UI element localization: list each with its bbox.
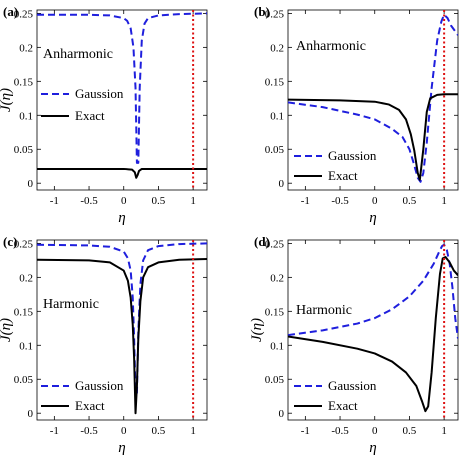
panel-label: (a) [3, 4, 18, 19]
x-tick-label: -0.5 [80, 425, 98, 437]
x-axis-label: η [118, 210, 125, 226]
x-tick-label: 0.5 [152, 195, 166, 207]
series-line-gaussion [37, 242, 207, 394]
x-tick-label: 0 [372, 195, 378, 207]
x-tick-label: 0 [372, 425, 378, 437]
x-tick-label: -0.5 [331, 425, 349, 437]
plot-area [37, 240, 207, 420]
y-tick-label: 0.15 [14, 76, 34, 88]
x-tick-label: 1 [441, 195, 447, 207]
ticks: -1 -0.5 0 0.5 1 0 0.05 0.1 0.15 0.2 0.25 [265, 238, 458, 437]
legend: Gaussion Exact [41, 378, 124, 413]
y-tick-label: 0.15 [14, 306, 34, 318]
panel-annotation: Harmonic [43, 297, 99, 312]
legend-label-exact: Exact [328, 398, 358, 413]
plot-area [288, 240, 458, 420]
y-tick-label: 0.05 [265, 144, 285, 156]
panel-label: (c) [3, 234, 17, 249]
y-tick-label: 0 [279, 408, 285, 420]
legend-label-gaussion: Gaussion [328, 378, 377, 393]
legend: Gaussion Exact [294, 148, 377, 183]
y-tick-label: 0.1 [19, 340, 33, 352]
y-tick-label: 0 [279, 178, 285, 190]
y-axis-label: J(η) [0, 318, 14, 342]
y-tick-label: 0.05 [265, 374, 285, 386]
x-tick-label: -0.5 [80, 195, 98, 207]
panel-label: (b) [254, 4, 270, 19]
y-tick-label: 0 [28, 408, 34, 420]
y-tick-label: 0.2 [19, 42, 33, 54]
ticks: -1 -0.5 0 0.5 1 0 0.05 0.1 0.15 0.2 0.25 [14, 8, 207, 207]
y-axis-label: J(η) [0, 88, 14, 112]
x-axis-label: η [369, 210, 376, 226]
y-tick-label: 0.25 [265, 8, 285, 20]
y-tick-label: 0.05 [14, 374, 34, 386]
legend-label-gaussion: Gaussion [75, 378, 124, 393]
x-tick-label: -0.5 [331, 195, 349, 207]
legend-label-exact: Exact [328, 168, 358, 183]
y-tick-label: 0.15 [265, 306, 285, 318]
y-tick-label: 0.1 [270, 110, 284, 122]
legend-label-exact: Exact [75, 398, 105, 413]
y-tick-label: 0.05 [14, 144, 34, 156]
x-tick-label: 0 [121, 425, 127, 437]
legend-label-gaussion: Gaussion [328, 148, 377, 163]
x-tick-label: 0.5 [152, 425, 166, 437]
x-axis-label: η [369, 440, 376, 456]
series-line-exact [37, 258, 207, 415]
y-tick-label: 0.1 [19, 110, 33, 122]
panel-annotation: Anharmonic [43, 47, 113, 62]
series-line-exact [288, 93, 458, 181]
ticks: -1 -0.5 0 0.5 1 0 0.05 0.1 0.15 0.2 0.25 [14, 238, 207, 437]
y-tick-label: 0.15 [265, 76, 285, 88]
plot-area [288, 10, 458, 190]
x-tick-label: 1 [441, 425, 447, 437]
x-tick-label: 0.5 [403, 195, 417, 207]
y-tick-label: 0.2 [270, 272, 284, 284]
legend-label-exact: Exact [75, 108, 105, 123]
x-tick-label: 0 [121, 195, 127, 207]
series-line-gaussion [37, 12, 207, 164]
series-line-exact [37, 167, 207, 179]
plot-frame [36, 239, 208, 421]
panel-annotation: Harmonic [296, 303, 352, 318]
panel-b: (b) η -1 -0.5 0 0.5 1 0 0.05 0.1 0.15 0.2 0.25 Anh… [254, 4, 459, 226]
y-tick-label: 0.1 [270, 340, 284, 352]
series-line-exact [288, 255, 458, 413]
y-tick-label: 0 [28, 178, 34, 190]
x-tick-label: -1 [301, 425, 310, 437]
panel-label: (d) [254, 234, 270, 249]
panel-annotation: Anharmonic [296, 39, 366, 54]
x-tick-label: 0.5 [403, 425, 417, 437]
x-tick-label: -1 [50, 425, 59, 437]
series-line-gaussion [288, 13, 458, 183]
plot-frame [36, 9, 208, 191]
y-tick-label: 0.2 [19, 272, 33, 284]
plot-area [37, 10, 207, 190]
x-tick-label: 1 [190, 195, 196, 207]
panel-c: (c) J(η) η -1 -0.5 0 0.5 1 0 0.05 0.1 0.15 0.2 0.2… [0, 234, 208, 456]
ticks: -1 -0.5 0 0.5 1 0 0.05 0.1 0.15 0.2 0.25 [265, 8, 458, 207]
plot-frame [287, 239, 459, 421]
x-axis-label: η [118, 440, 125, 456]
series-line-gaussion [288, 243, 458, 339]
y-tick-label: 0.2 [270, 42, 284, 54]
panel-d: (d) J(η) η -1 -0.5 0 0.5 1 0 0.05 0.1 0.15 0.2 0.2… [249, 234, 459, 456]
panel-a: (a) J(η) η -1 -0.5 0 0.5 1 0 0.05 0.1 0.15 0.2 0.2… [0, 4, 208, 226]
y-tick-label: 0.25 [14, 8, 34, 20]
x-tick-label: 1 [190, 425, 196, 437]
legend-label-gaussion: Gaussion [75, 86, 124, 101]
y-tick-label: 0.25 [265, 238, 285, 250]
y-tick-label: 0.25 [14, 238, 34, 250]
legend: Gaussion Exact [294, 378, 377, 413]
legend: Gaussion Exact [41, 86, 124, 123]
x-tick-label: -1 [301, 195, 310, 207]
y-axis-label: J(η) [249, 318, 265, 342]
x-tick-label: -1 [50, 195, 59, 207]
